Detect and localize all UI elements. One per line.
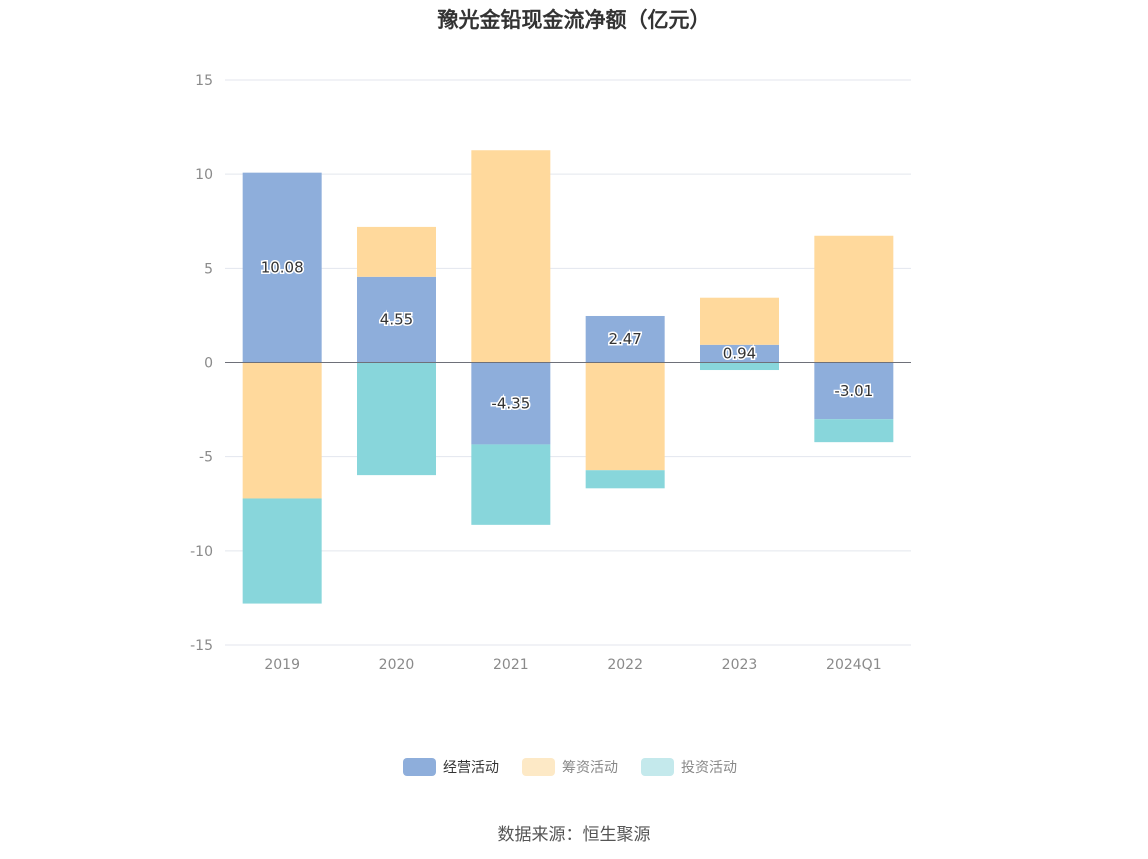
data-label: -4.35 xyxy=(491,394,530,412)
bar-2022-series-1[interactable] xyxy=(585,362,665,471)
y-tick-label: -10 xyxy=(190,544,213,560)
legend: 经营活动 筹资活动 投资活动 xyxy=(403,758,737,776)
bar-2019-series-1[interactable] xyxy=(242,362,322,499)
bar-2020-series-1[interactable] xyxy=(357,226,436,277)
bar-2019-series-0[interactable] xyxy=(242,172,322,363)
y-tick-label: 5 xyxy=(204,261,213,277)
legend-swatch[interactable] xyxy=(522,758,555,776)
legend-swatch[interactable] xyxy=(403,758,436,776)
x-axis-ticks: 2019 2020 2021 2022 2023 2024Q1 xyxy=(264,657,881,673)
bar-2023-series-0[interactable] xyxy=(700,344,779,363)
bar-2023-series-2[interactable] xyxy=(700,362,779,371)
bar-2020-series-0[interactable] xyxy=(357,276,436,363)
legend-label[interactable]: 筹资活动 xyxy=(562,759,618,776)
chart-title: 豫光金铅现金流净额（亿元） xyxy=(437,8,711,32)
bar-2021-series-0[interactable] xyxy=(471,362,551,445)
x-tick-label: 2021 xyxy=(493,657,529,673)
bar-2024Q1-series-2[interactable] xyxy=(814,419,894,443)
data-label: 4.55 xyxy=(380,311,413,329)
y-tick-label: -15 xyxy=(190,638,213,654)
x-tick-label: 2020 xyxy=(379,657,415,673)
x-tick-label: 2022 xyxy=(607,657,643,673)
bar-2021-series-1[interactable] xyxy=(471,150,551,363)
y-tick-label: 10 xyxy=(195,167,213,183)
x-tick-label: 2024Q1 xyxy=(826,657,882,673)
y-tick-label: -5 xyxy=(199,450,213,466)
bar-2022-series-0[interactable] xyxy=(585,315,665,363)
bar-2024Q1-series-1[interactable] xyxy=(814,235,894,363)
data-label: 10.08 xyxy=(261,259,304,277)
y-tick-label: 15 xyxy=(195,73,213,89)
data-labels-layer: 10.08 4.55 -4.35 2.47 0.94 -3.01 xyxy=(259,257,875,414)
legend-label[interactable]: 投资活动 xyxy=(681,760,737,776)
legend-swatch[interactable] xyxy=(641,758,674,776)
x-tick-label: 2019 xyxy=(264,657,300,673)
legend-label[interactable]: 经营活动 xyxy=(443,760,499,776)
bar-2019-series-2[interactable] xyxy=(242,498,322,604)
bar-2020-series-2[interactable] xyxy=(357,362,436,476)
grid-lines xyxy=(225,79,911,646)
x-tick-label: 2023 xyxy=(722,657,758,673)
y-axis-ticks: 15 10 5 0 -5 -10 -15 xyxy=(190,73,213,654)
bar-2022-series-2[interactable] xyxy=(585,470,665,489)
data-label: -3.01 xyxy=(834,382,873,400)
data-source-note: 数据来源：恒生聚源 xyxy=(497,825,651,845)
bars-layer xyxy=(242,150,894,604)
y-tick-label: 0 xyxy=(204,356,213,372)
bar-2023-series-1[interactable] xyxy=(700,297,779,345)
data-label: 0.94 xyxy=(723,345,756,363)
bar-2021-series-2[interactable] xyxy=(471,444,551,525)
data-label: 2.47 xyxy=(608,330,641,348)
bar-2024Q1-series-0[interactable] xyxy=(814,362,894,420)
